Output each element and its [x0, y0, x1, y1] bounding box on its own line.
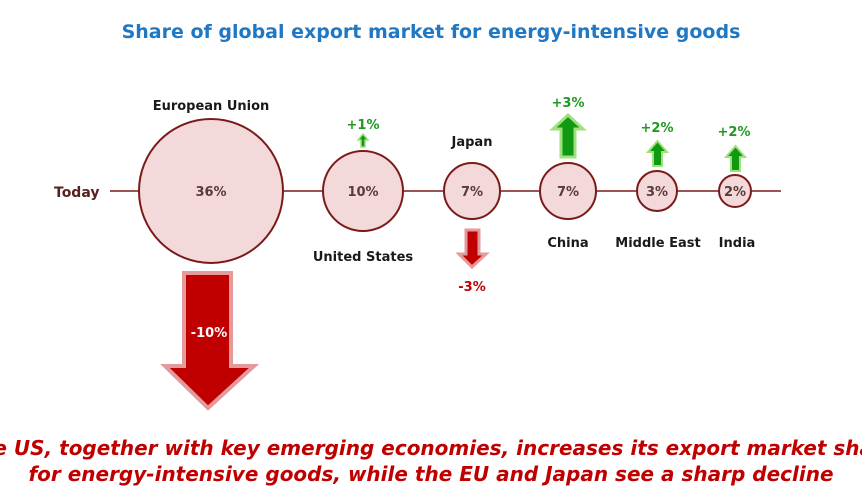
region-middle-east: 3% Middle East +2% [615, 121, 700, 251]
us-label: United States [313, 250, 414, 265]
region-us: 10% United States +1% [313, 118, 414, 265]
india-bubble [718, 174, 752, 208]
china-bubble [539, 162, 597, 220]
eu-down-arrow-icon [160, 271, 260, 411]
china-share: 7% [557, 185, 579, 200]
japan-label: Japan [451, 135, 493, 150]
middle-east-share: 3% [646, 185, 668, 200]
china-change: +3% [552, 96, 585, 111]
china-label: China [547, 236, 588, 251]
middle-east-bubble [636, 170, 678, 212]
middle-east-label: Middle East [615, 236, 700, 251]
middle-east-change: +2% [641, 121, 674, 136]
eu-label: European Union [153, 99, 270, 114]
footnote-line-1: The US, together with key emerging econo… [0, 436, 862, 460]
region-china: 7% China +3% [539, 96, 597, 251]
region-eu: 36% European Union -10% [138, 99, 284, 411]
eu-bubble [138, 118, 284, 264]
india-change: +2% [718, 125, 751, 140]
diagram-title: Share of global export market for energy… [122, 21, 741, 43]
japan-bubble [443, 162, 501, 220]
us-bubble [322, 150, 404, 232]
us-share: 10% [347, 185, 378, 200]
india-share: 2% [724, 185, 746, 200]
us-change: +1% [347, 118, 380, 133]
japan-share: 7% [461, 185, 483, 200]
india-label: India [719, 236, 756, 251]
footnote-line-2: for energy-intensive goods, while the EU… [28, 462, 833, 486]
india-up-arrow-icon [723, 144, 748, 172]
us-up-arrow-icon [356, 132, 370, 148]
china-up-arrow-icon [549, 112, 587, 159]
middle-east-up-arrow-icon [645, 139, 670, 167]
row-label: Today [54, 185, 99, 201]
japan-down-arrow-icon [455, 228, 490, 270]
eu-change: -10% [191, 326, 228, 341]
region-india: 2% India +2% [718, 125, 756, 251]
region-japan: 7% Japan -3% [443, 135, 501, 295]
eu-share: 36% [195, 185, 226, 200]
japan-change: -3% [458, 280, 485, 295]
